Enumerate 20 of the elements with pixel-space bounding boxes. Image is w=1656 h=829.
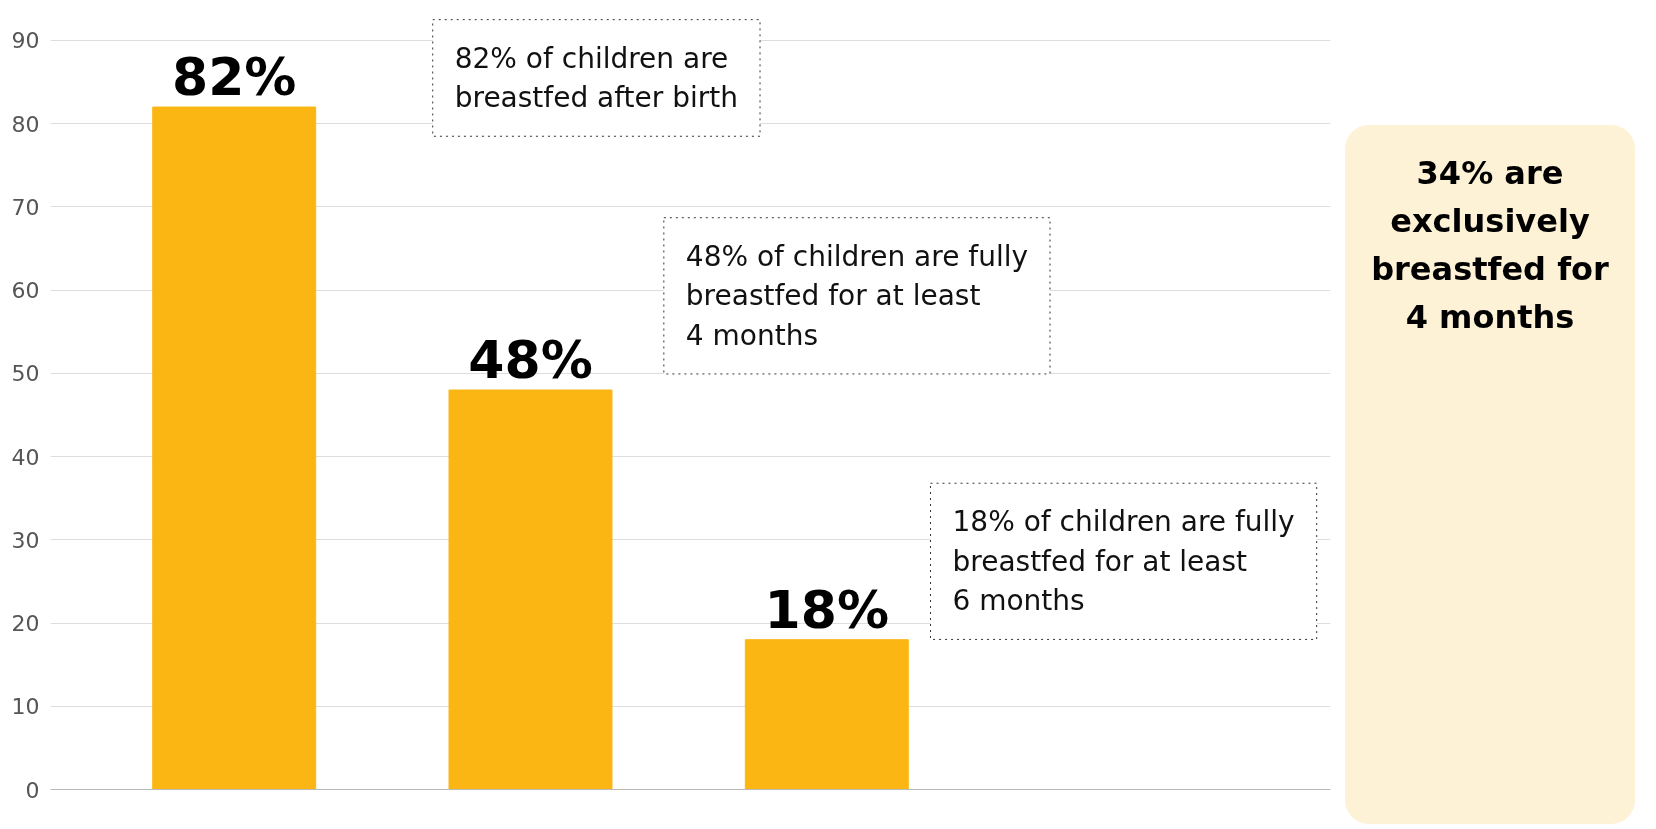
y-tick-label: 20 [11,611,40,637]
annotation: 48% of children are fully breastfed for at least 4 months [685,239,1029,352]
y-tick-label: 60 [11,278,40,304]
y-tick-label: 70 [11,194,40,220]
y-tick-label: 30 [11,527,40,553]
y-tick-label: 0 [25,777,40,803]
bar [448,389,613,790]
data-label: 82% [171,47,297,108]
data-label: 48% [468,330,593,391]
y-tick-label: 50 [11,361,40,387]
y-tick-label: 10 [11,694,40,720]
text: 34% are exclusively breastfed for 4 months [1371,153,1609,338]
annotation: 82% of children are breastfed after birth [454,41,739,115]
bar [744,639,909,790]
y-tick-label: 80 [11,111,40,137]
bar [152,106,317,790]
data-label: 18% [764,579,890,640]
y-tick-label: 40 [11,444,40,470]
y-tick-label: 90 [11,28,40,54]
annotation: 18% of children are fully breastfed for at least 6 months [952,505,1295,618]
